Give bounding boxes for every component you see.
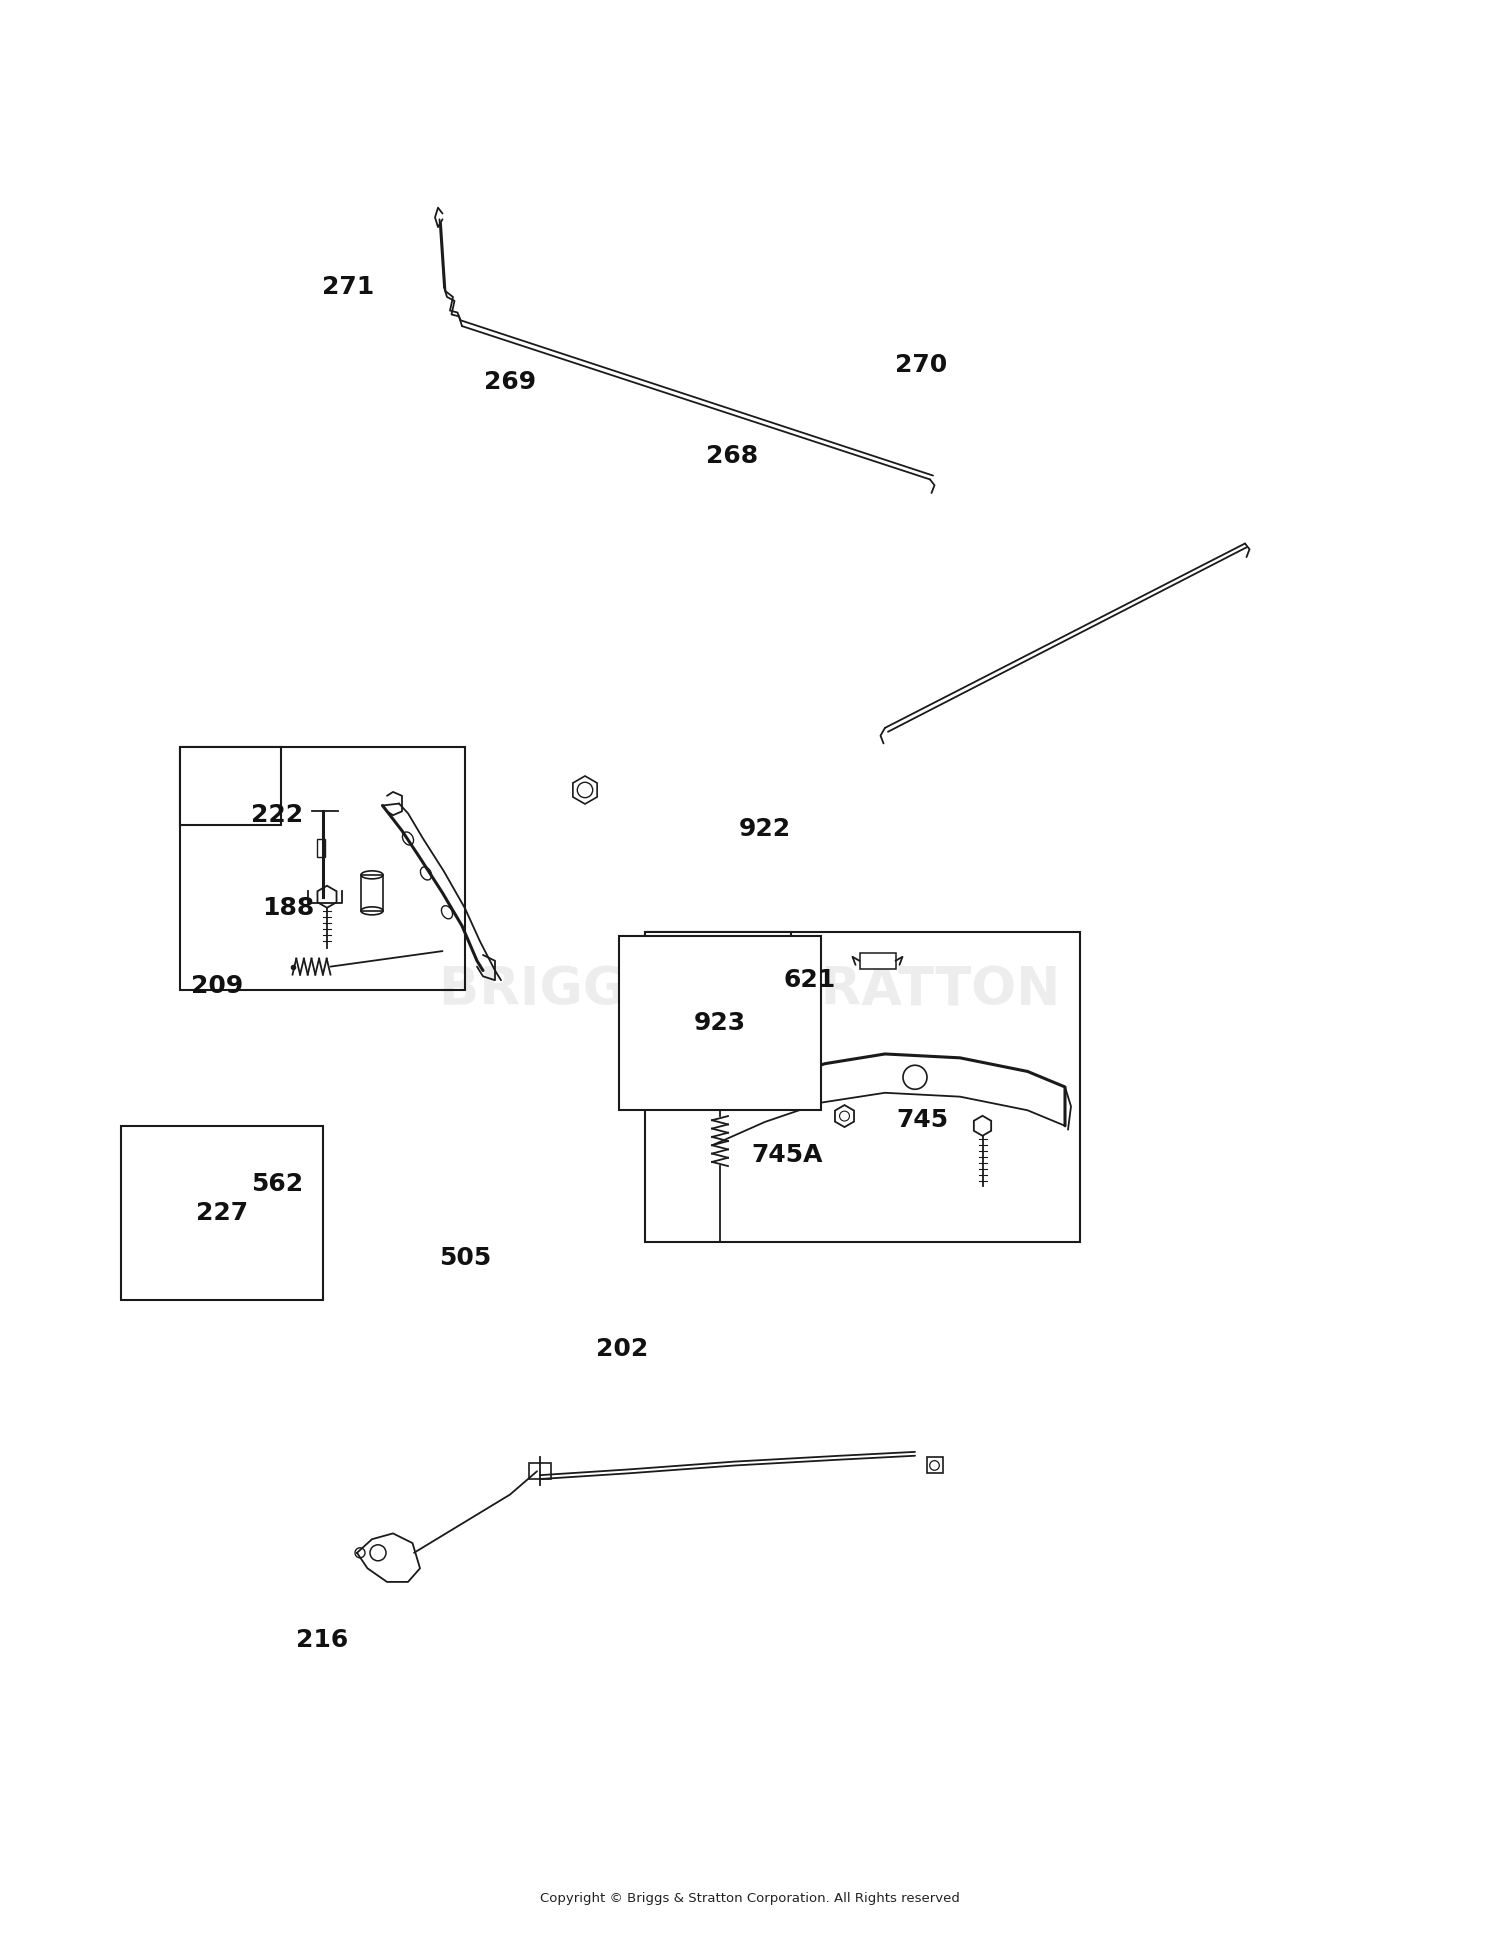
Text: BRIGGS & STRATTON: BRIGGS & STRATTON [440,965,1060,1015]
Polygon shape [836,1104,854,1128]
Text: 227: 227 [196,1201,248,1225]
Bar [316,839,324,856]
Text: 745: 745 [897,1108,948,1132]
Bar [645,932,1080,1242]
Text: 505: 505 [440,1246,491,1269]
Text: Copyright © Briggs & Stratton Corporation. All Rights reserved: Copyright © Briggs & Stratton Corporatio… [540,1892,960,1904]
Bar [859,953,895,969]
Text: 923: 923 [694,1011,746,1035]
Bar [645,932,790,994]
Text: 202: 202 [597,1337,648,1361]
Text: 222: 222 [252,804,303,827]
Text: 621: 621 [784,969,836,992]
Text: 209: 209 [192,974,243,998]
Bar [180,747,280,825]
Text: 271: 271 [322,276,374,299]
Text: 269: 269 [484,371,536,394]
Bar [180,747,465,990]
Text: 216: 216 [297,1628,348,1652]
Text: 922: 922 [740,817,790,840]
Text: 562: 562 [252,1172,303,1196]
Polygon shape [974,1116,992,1135]
Bar [530,1464,550,1479]
Text: 188: 188 [262,897,314,920]
Text: 268: 268 [706,444,758,468]
Polygon shape [573,776,597,804]
Bar [362,875,382,910]
Text: 745A: 745A [752,1143,824,1167]
Bar [927,1458,942,1473]
Polygon shape [318,885,336,908]
Text: 270: 270 [896,353,946,377]
